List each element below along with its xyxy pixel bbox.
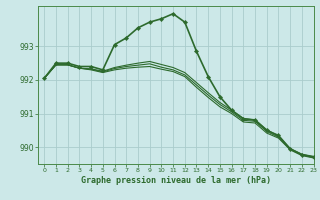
X-axis label: Graphe pression niveau de la mer (hPa): Graphe pression niveau de la mer (hPa) (81, 176, 271, 185)
